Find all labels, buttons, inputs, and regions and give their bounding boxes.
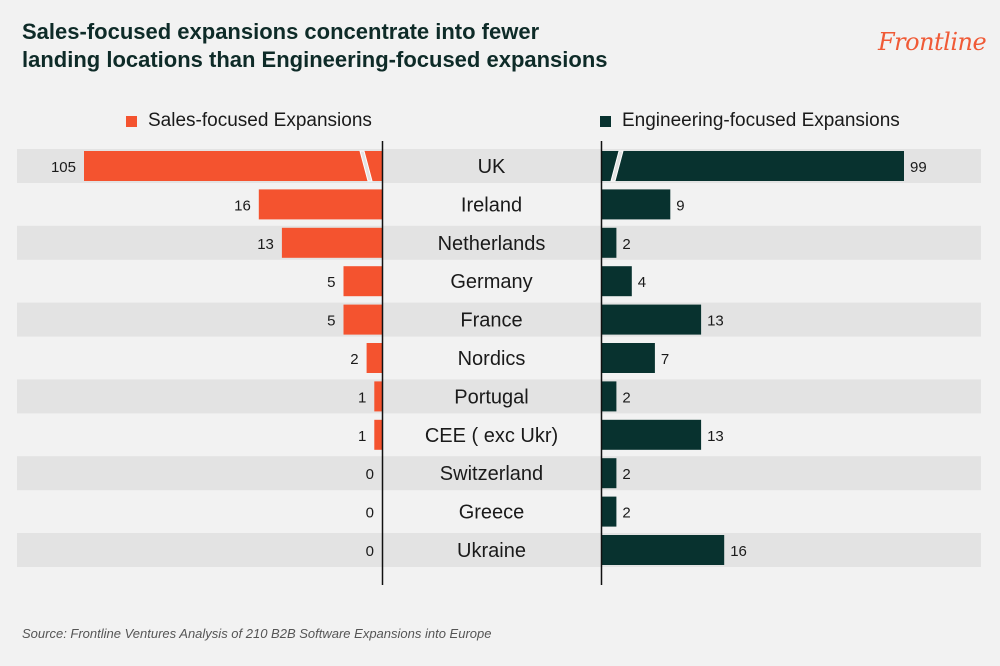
sales-bar-germany xyxy=(343,266,382,297)
category-label-portugal: Portugal xyxy=(454,386,529,408)
category-label-switzerland: Switzerland xyxy=(440,463,543,485)
sales-value-label-france: 5 xyxy=(327,313,335,330)
engineering-bar-portugal xyxy=(601,381,617,412)
category-label-ukraine: Ukraine xyxy=(457,540,526,562)
sales-bar-cee-exc-ukr xyxy=(374,419,382,450)
row-band-portugal xyxy=(17,379,981,414)
legend-engineering-swatch xyxy=(600,115,611,127)
legend-sales: Sales-focused Expansions xyxy=(126,110,372,132)
engineering-value-label-portugal: 2 xyxy=(622,389,630,406)
category-label-germany: Germany xyxy=(450,271,532,293)
sales-bar-uk xyxy=(84,151,382,181)
engineering-bar-germany xyxy=(601,266,632,297)
chart-title-line-1: Sales-focused expansions concentrate int… xyxy=(22,19,540,44)
chart-title: Sales-focused expansions concentrate int… xyxy=(22,18,722,74)
engineering-value-label-switzerland: 2 xyxy=(622,466,630,483)
sales-value-label-switzerland: 0 xyxy=(366,466,374,483)
sales-bar-portugal xyxy=(374,381,382,412)
engineering-value-label-cee-exc-ukr: 13 xyxy=(707,428,724,445)
engineering-value-label-ireland: 9 xyxy=(676,197,684,214)
sales-value-label-netherlands: 13 xyxy=(257,236,274,253)
legend-sales-label: Sales-focused Expansions xyxy=(148,110,372,131)
sales-bar-netherlands xyxy=(281,227,382,258)
engineering-bar-switzerland xyxy=(601,458,617,489)
category-label-greece: Greece xyxy=(459,502,525,524)
engineering-bar-nordics xyxy=(601,343,655,373)
category-label-france: France xyxy=(460,310,522,332)
row-band-netherlands xyxy=(17,225,981,260)
engineering-bar-ireland xyxy=(601,189,671,220)
sales-value-label-germany: 5 xyxy=(327,274,335,291)
sales-value-label-uk: 105 xyxy=(51,159,76,176)
engineering-bar-cee-exc-ukr xyxy=(601,419,702,450)
engineering-value-label-germany: 4 xyxy=(638,274,646,291)
engineering-axis-break xyxy=(610,150,624,182)
engineering-value-label-uk: 99 xyxy=(910,159,927,176)
engineering-bar-netherlands xyxy=(601,227,617,258)
engineering-value-label-netherlands: 2 xyxy=(622,236,630,253)
category-label-netherlands: Netherlands xyxy=(438,233,546,255)
frontline-logo: Frontline xyxy=(878,28,987,56)
source-note: Source: Frontline Ventures Analysis of 2… xyxy=(22,626,492,641)
legend-sales-swatch xyxy=(126,115,137,127)
legend-engineering: Engineering-focused Expansions xyxy=(600,110,900,132)
category-label-ireland: Ireland xyxy=(461,194,522,216)
legend-engineering-label: Engineering-focused Expansions xyxy=(622,110,900,131)
chart-title-line-2: landing locations than Engineering-focus… xyxy=(22,47,608,72)
engineering-bar-greece xyxy=(601,496,617,527)
engineering-value-label-france: 13 xyxy=(707,313,724,330)
engineering-bar-ukraine xyxy=(601,535,725,565)
sales-bar-nordics xyxy=(366,343,382,373)
sales-value-label-cee-exc-ukr: 1 xyxy=(358,428,366,445)
engineering-value-label-greece: 2 xyxy=(622,505,630,522)
category-label-uk: UK xyxy=(478,156,506,178)
category-label-cee-exc-ukr: CEE ( exc Ukr) xyxy=(425,425,558,447)
sales-axis-break xyxy=(359,150,373,182)
sales-value-label-ukraine: 0 xyxy=(366,543,374,560)
sales-bar-france xyxy=(343,304,382,335)
engineering-bar-france xyxy=(601,304,702,335)
sales-value-label-greece: 0 xyxy=(366,505,374,522)
engineering-value-label-ukraine: 16 xyxy=(730,543,747,560)
sales-value-label-ireland: 16 xyxy=(234,197,251,214)
row-band-ukraine xyxy=(17,533,981,567)
sales-bar-ireland xyxy=(258,189,382,220)
row-band-france xyxy=(17,302,981,337)
engineering-value-label-nordics: 7 xyxy=(661,351,669,368)
category-label-nordics: Nordics xyxy=(458,348,526,370)
sales-value-label-nordics: 2 xyxy=(350,351,358,368)
row-band-switzerland xyxy=(17,456,981,491)
engineering-bar-uk xyxy=(601,151,904,181)
sales-value-label-portugal: 1 xyxy=(358,389,366,406)
